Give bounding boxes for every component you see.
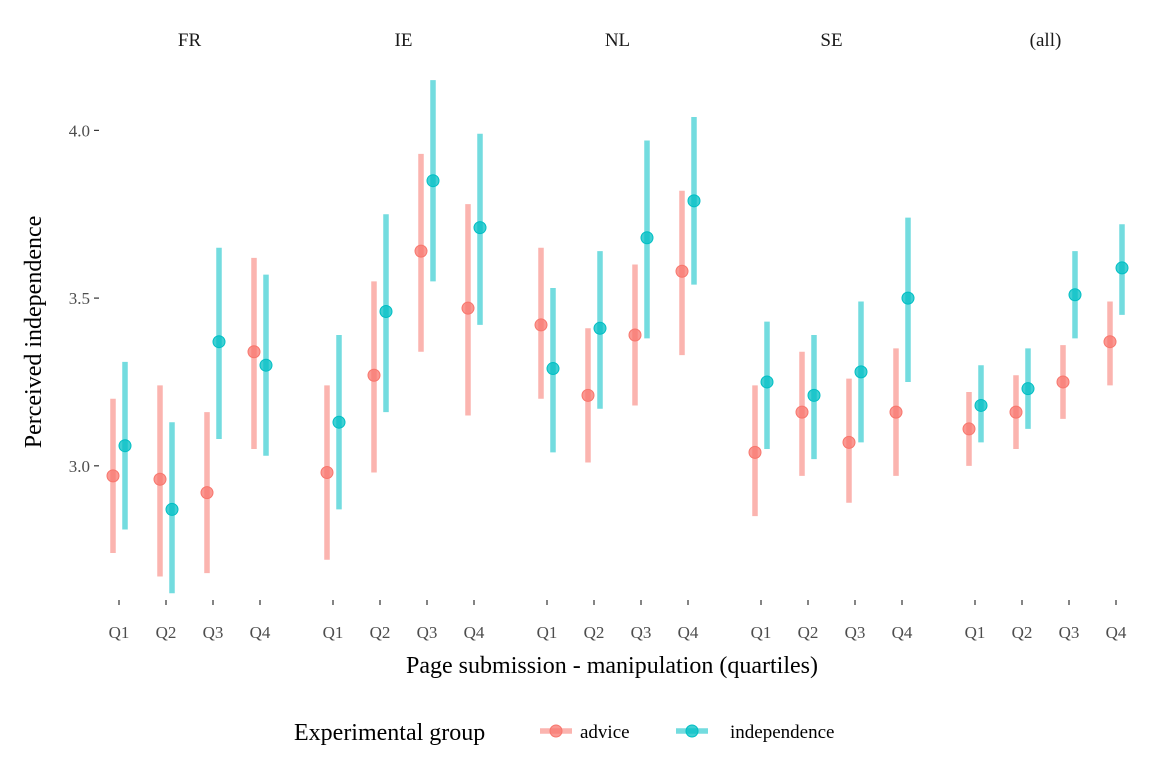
x-tick-label: Q4 — [678, 623, 699, 642]
x-tick-label: Q4 — [464, 623, 485, 642]
legend-label: independence — [730, 722, 834, 743]
y-tick-label: 4.0 — [69, 121, 90, 140]
x-tick-label: Q1 — [109, 623, 130, 642]
point-independence — [259, 358, 273, 372]
x-tick-label: Q2 — [584, 623, 605, 642]
legend-key-point — [549, 724, 563, 738]
x-tick-label: Q3 — [1059, 623, 1080, 642]
x-tick-label: Q1 — [323, 623, 344, 642]
point-independence — [760, 375, 774, 389]
facet-label: (all) — [1030, 30, 1062, 51]
point-independence — [854, 365, 868, 379]
point-independence — [687, 194, 701, 208]
facet-label: NL — [605, 30, 630, 51]
y-axis: 3.0 3.5 4.0 — [69, 121, 99, 476]
point-independence — [426, 174, 440, 188]
point-independence — [212, 335, 226, 349]
point-independence — [1115, 261, 1129, 275]
point-advice — [320, 466, 334, 480]
x-tick-label: Q1 — [965, 623, 986, 642]
point-advice — [153, 472, 167, 486]
x-tick-label: Q3 — [203, 623, 224, 642]
point-independence — [165, 502, 179, 516]
point-advice — [1056, 375, 1070, 389]
point-independence — [473, 221, 487, 235]
x-tick-label: Q4 — [892, 623, 913, 642]
point-advice — [1103, 335, 1117, 349]
point-advice — [534, 318, 548, 332]
facet-label: IE — [395, 30, 413, 51]
legend-entry-advice: advice — [540, 722, 630, 743]
point-independence — [901, 291, 915, 305]
x-axis-title: Page submission - manipulation (quartile… — [406, 653, 818, 679]
point-advice — [628, 328, 642, 342]
point-advice — [414, 244, 428, 258]
y-axis-title: Perceived independence — [21, 216, 47, 449]
point-advice — [795, 405, 809, 419]
x-tick-label: Q3 — [417, 623, 438, 642]
x-tick-label: Q2 — [156, 623, 177, 642]
point-advice — [247, 345, 261, 359]
point-independence — [974, 398, 988, 412]
legend-key-point — [685, 724, 699, 738]
point-advice — [748, 445, 762, 459]
y-tick-label: 3.5 — [69, 289, 90, 308]
point-advice — [461, 301, 475, 315]
point-independence — [807, 388, 821, 402]
x-axis: Q1 Q2 Q3 Q4 Q1 Q2 Q3 Q4 Q1 Q2 Q3 Q4 Q1 Q2 Q3 Q4 Q1 Q2 Q3 Q4 — [109, 600, 1127, 642]
point-advice — [581, 388, 595, 402]
legend-label: advice — [580, 722, 630, 743]
x-tick-label: Q1 — [537, 623, 558, 642]
point-advice — [675, 264, 689, 278]
x-tick-label: Q4 — [250, 623, 271, 642]
point-independence — [379, 305, 393, 319]
legend-entry-independence: independence — [676, 722, 834, 743]
x-tick-label: Q4 — [1106, 623, 1127, 642]
legend: Experimental group advice independence — [294, 720, 834, 746]
point-advice — [367, 368, 381, 382]
point-independence — [593, 321, 607, 335]
point-independence — [118, 439, 132, 453]
point-advice — [842, 435, 856, 449]
y-tick-label: 3.0 — [69, 457, 90, 476]
x-tick-label: Q1 — [751, 623, 772, 642]
point-advice — [889, 405, 903, 419]
point-advice — [962, 422, 976, 436]
x-tick-label: Q2 — [370, 623, 391, 642]
point-independence — [1068, 288, 1082, 302]
x-tick-label: Q2 — [798, 623, 819, 642]
point-independence — [640, 231, 654, 245]
facet-label: FR — [178, 30, 202, 51]
point-independence — [1021, 382, 1035, 396]
facet-label: SE — [820, 30, 842, 51]
x-tick-label: Q3 — [845, 623, 866, 642]
point-independence — [546, 362, 560, 376]
point-advice — [106, 469, 120, 483]
point-advice — [1009, 405, 1023, 419]
plot-marks — [106, 80, 1129, 594]
x-tick-label: Q3 — [631, 623, 652, 642]
point-advice — [200, 486, 214, 500]
point-independence — [332, 415, 346, 429]
facet-labels: FR IE NL SE (all) — [178, 30, 1061, 51]
legend-entries: advice independence — [540, 722, 834, 743]
legend-title: Experimental group — [294, 720, 485, 746]
x-tick-label: Q2 — [1012, 623, 1033, 642]
